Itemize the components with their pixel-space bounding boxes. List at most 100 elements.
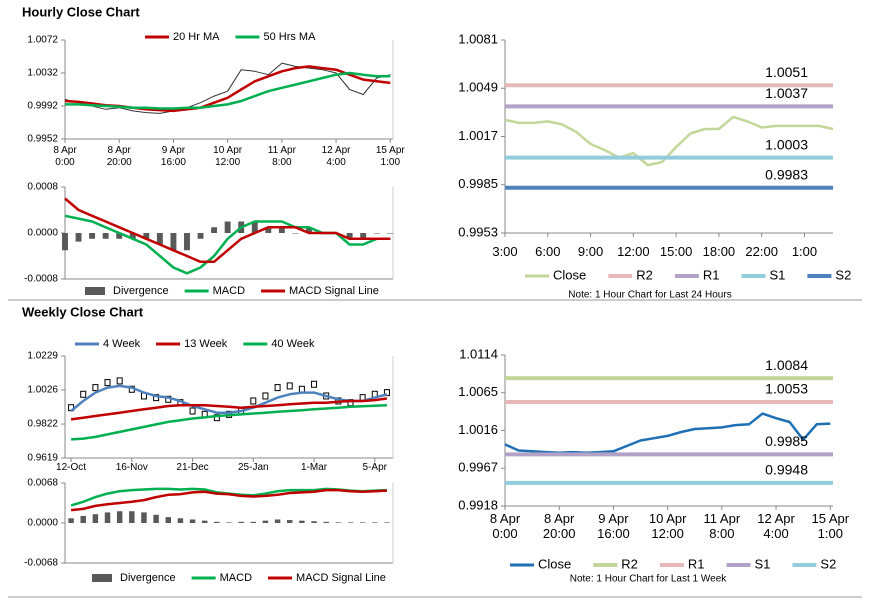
series-line	[65, 71, 391, 110]
legend-label: 50 Hrs MA	[263, 31, 316, 43]
price-marker	[92, 384, 99, 392]
divergence-bar	[274, 519, 281, 523]
divergence-bar	[299, 520, 305, 523]
legend-label: MACD	[220, 572, 252, 584]
price-marker	[104, 379, 111, 387]
divergence-bar	[250, 521, 257, 523]
divergence-bar	[116, 511, 123, 523]
divergence-bar	[292, 233, 299, 234]
y-tick-label: 0.9918	[458, 497, 498, 512]
divergence-bar	[306, 227, 312, 233]
divergence-bar	[373, 233, 380, 234]
series-line	[504, 115, 834, 167]
divergence-bar	[129, 233, 136, 239]
x-tick-label: 15:00	[659, 244, 693, 259]
legend-label: S1	[755, 556, 771, 571]
x-tick-label: 18:00	[702, 244, 736, 259]
price-marker	[153, 394, 160, 402]
x-tick-label: 11 Apr 8:00	[703, 511, 741, 541]
x-tick-label: 15 Apr 1:00	[375, 145, 405, 168]
divergence-bar	[251, 221, 258, 233]
y-tick-label: 0.0068	[27, 478, 58, 489]
legend-swatch	[85, 287, 105, 295]
y-tick-label: 1.0081	[458, 31, 498, 46]
y-tick-label: 0.9952	[27, 134, 58, 145]
divergence-bar	[347, 522, 354, 523]
price-marker	[189, 407, 196, 415]
divergence-bar	[92, 514, 99, 523]
divergence-bar	[384, 522, 390, 523]
y-tick-label: 1.0032	[27, 68, 58, 79]
y-tick-label: 0.0008	[27, 182, 58, 193]
x-tick-label: 12 Apr 4:00	[321, 145, 351, 168]
y-tick-label: 0.9953	[458, 224, 498, 239]
divergence-bar	[68, 518, 74, 523]
level-label: 1.0051	[765, 64, 808, 80]
legend-label: S1	[770, 267, 786, 282]
price-marker	[311, 380, 318, 388]
level-label: 1.0003	[765, 136, 808, 152]
y-tick-label: 1.0065	[458, 384, 498, 399]
legend-label: R2	[636, 267, 653, 282]
y-tick-label: 1.0114	[459, 346, 498, 361]
price-marker	[286, 382, 293, 390]
legend-label: Divergence	[120, 572, 176, 584]
divergence-bar	[62, 233, 68, 251]
divergence-bar	[360, 233, 367, 239]
level-label: 0.9983	[765, 166, 808, 182]
divergence-bar	[278, 227, 285, 233]
series-line	[64, 197, 391, 264]
x-tick-label: 15 Apr 1:00	[811, 511, 850, 541]
y-tick-label: 1.0229	[27, 351, 58, 362]
chart-note: Note: 1 Hour Chart for Last 1 Week	[570, 574, 728, 585]
legend-swatch	[92, 574, 112, 582]
y-tick-label: 1.0049	[458, 80, 498, 95]
y-tick-label: 1.0026	[27, 385, 58, 396]
divergence-bar	[226, 522, 232, 523]
y-tick-label: 0.9967	[458, 460, 498, 475]
y-tick-label: 0.0000	[27, 228, 58, 239]
legend-label: MACD	[213, 285, 245, 297]
price-marker	[383, 389, 390, 397]
legend-label: 40 Week	[271, 338, 315, 350]
divergence-bar	[211, 227, 218, 233]
legend-label: 4 Week	[103, 338, 141, 350]
y-tick-label: -0.0008	[24, 274, 58, 285]
legend-label: 20 Hr MA	[173, 31, 220, 43]
series-line	[70, 397, 388, 421]
divergence-bar	[387, 233, 394, 234]
x-tick-label: 11 Apr 8:00	[267, 145, 296, 168]
y-tick-label: 0.9992	[27, 101, 58, 112]
y-tick-label: 0.9985	[458, 176, 498, 191]
legend-label: R1	[688, 556, 705, 571]
divergence-bar	[177, 518, 184, 523]
divergence-bar	[372, 522, 378, 523]
divergence-bar	[80, 515, 86, 523]
divergence-bar	[287, 520, 293, 523]
divergence-bar	[116, 233, 123, 239]
divergence-bar	[129, 511, 135, 523]
divergence-bar	[170, 233, 177, 251]
divergence-bar	[89, 233, 96, 239]
x-tick-label: 16-Nov	[115, 462, 148, 473]
x-tick-label: 12-Oct	[56, 462, 87, 473]
price-marker	[116, 377, 123, 385]
y-tick-label: 0.9619	[27, 453, 58, 464]
series-line	[70, 488, 387, 512]
x-tick-label: 8 Apr 0:00	[53, 145, 77, 168]
divergence-bar	[141, 512, 147, 523]
x-tick-label: 5-Apr	[362, 462, 387, 473]
level-label: 0.9948	[765, 462, 808, 478]
divergence-bar	[238, 521, 244, 523]
divergence-bar	[201, 520, 208, 523]
x-tick-label: 25-Jan	[237, 462, 269, 473]
level-label: 1.0053	[765, 381, 808, 397]
divergence-bar	[323, 521, 329, 523]
x-tick-label: 10 Apr 12:00	[213, 145, 243, 168]
x-tick-label: 10 Apr 12:00	[648, 511, 687, 541]
legend-label: MACD Signal Line	[296, 572, 386, 584]
divergence-bar	[104, 512, 111, 523]
x-tick-label: 12 Apr 4:00	[757, 511, 795, 541]
